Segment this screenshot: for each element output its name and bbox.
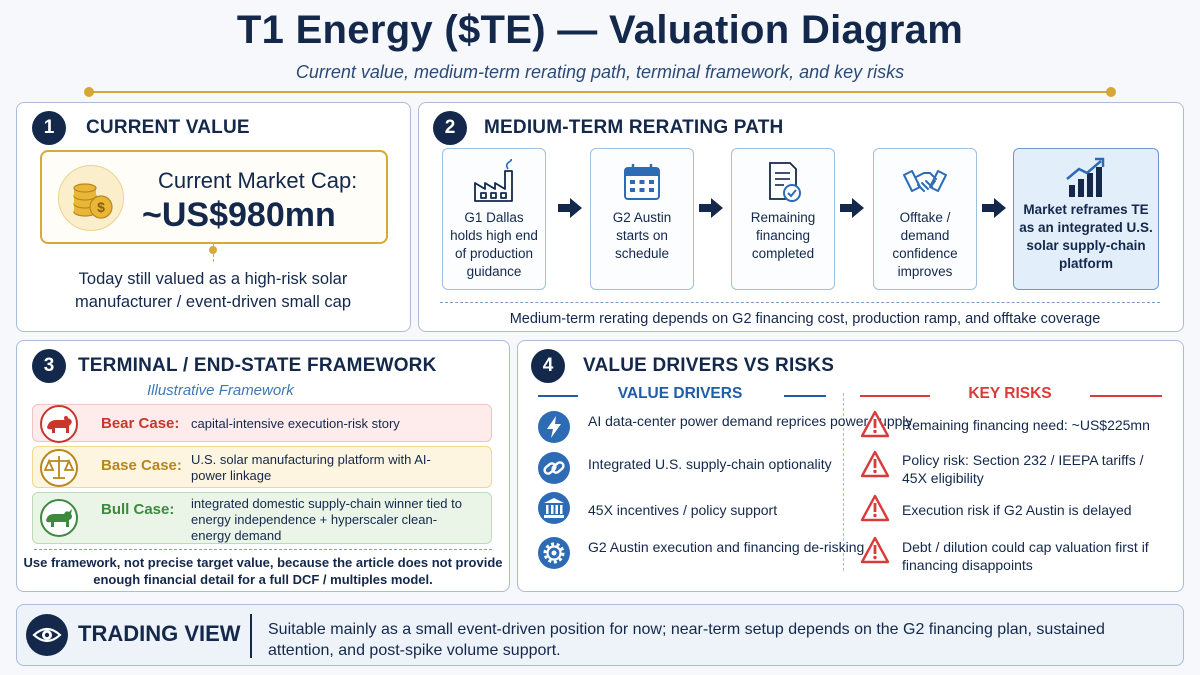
page-subtitle: Current value, medium-term rerating path… (295, 62, 905, 82)
case-description: capital-intensive execution-risk story (191, 416, 400, 431)
document-check-icon (769, 162, 801, 202)
rerating-note: Medium-term rerating depends on G2 finan… (509, 311, 1101, 327)
rerating-step: G1 Dallas holds high end of production g… (442, 148, 546, 290)
current-value-note: Today still valued as a high-risk solar … (74, 270, 352, 311)
warning-icon (860, 536, 890, 564)
risk-text: Debt / dilution could cap valuation firs… (902, 539, 1149, 573)
handshake-icon (903, 170, 947, 192)
heading-rule (538, 395, 578, 397)
framework-note: Use framework, not precise target value,… (23, 555, 503, 587)
arrow-right-icon (840, 198, 864, 218)
risks-heading: KEY RISKS (968, 385, 1052, 402)
market-cap-label: Current Market Cap: (158, 168, 358, 193)
step-label: Market reframes TE as an integrated U.S.… (1019, 202, 1153, 271)
risk-text: Policy risk: Section 232 / IEEPA tariffs… (902, 452, 1144, 486)
scales-icon (40, 449, 78, 487)
framework-subtitle: Illustrative Framework (147, 382, 294, 399)
arrow-right-icon (982, 198, 1006, 218)
rerating-step: Remaining financing completed (731, 148, 835, 290)
column-divider (843, 393, 844, 571)
driver-text: G2 Austin execution and financing de-ris… (588, 539, 865, 555)
trading-view-text: Suitable mainly as a small event-driven … (268, 621, 1105, 659)
base-case-row: Base Case: U.S. solar manufacturing plat… (32, 446, 492, 488)
case-label: Base Case: (101, 457, 182, 474)
driver-text: 45X incentives / policy support (588, 502, 778, 518)
market-cap-box: $ Current Market Cap: ~US$980mn (40, 150, 388, 244)
case-description: U.S. solar manufacturing platform with A… (191, 452, 431, 483)
divider-dot (1106, 87, 1116, 97)
gear-icon (538, 537, 570, 569)
arrow-right-icon (699, 198, 723, 218)
bar-chart-up-icon (1066, 157, 1105, 197)
divider (34, 549, 492, 550)
risk-text: Remaining financing need: ~US$225mn (902, 417, 1150, 433)
bull-case-row: Bull Case: integrated domestic supply-ch… (32, 492, 492, 544)
section-title: TERMINAL / END-STATE FRAMEWORK (78, 355, 437, 376)
driver-text: AI data-center power demand reprices pow… (588, 413, 913, 429)
bear-case-row: Bear Case: capital-intensive execution-r… (32, 404, 492, 443)
section-title: MEDIUM-TERM RERATING PATH (484, 117, 784, 138)
trading-view-panel (16, 604, 1184, 666)
section-number: 2 (433, 111, 467, 145)
heading-rule (784, 395, 826, 397)
rerating-step: Offtake / demand confidence improves (873, 148, 977, 290)
page-title: T1 Energy ($TE) — Valuation Diagram (236, 8, 964, 52)
warning-icon (860, 494, 890, 522)
section-title: CURRENT VALUE (86, 117, 250, 138)
bear-icon (40, 405, 78, 443)
case-label: Bear Case: (101, 415, 180, 432)
connector (209, 244, 217, 262)
drivers-heading: VALUE DRIVERS (617, 385, 743, 402)
case-description: integrated domestic supply-chain winner … (191, 496, 462, 543)
section-title: VALUE DRIVERS VS RISKS (583, 355, 835, 376)
divider (250, 614, 252, 658)
heading-rule (1090, 395, 1162, 397)
section-number: 4 (531, 349, 565, 383)
divider (440, 302, 1160, 303)
warning-icon (860, 450, 890, 478)
section-number: 1 (32, 111, 66, 145)
step-label: G1 Dallas holds high end of production g… (450, 210, 538, 279)
government-building-icon (538, 492, 570, 524)
calendar-icon (624, 164, 660, 200)
step-label: G2 Austin starts on schedule (612, 210, 672, 261)
title-divider (84, 87, 1116, 97)
svg-text:$: $ (97, 199, 105, 215)
lightning-icon (538, 411, 570, 443)
warning-icon (860, 410, 890, 438)
driver-text: Integrated U.S. supply-chain optionality (588, 456, 832, 472)
market-cap-value: ~US$980mn (142, 196, 336, 234)
divider-dot (84, 87, 94, 97)
eye-icon (26, 614, 68, 656)
case-label: Bull Case: (101, 501, 175, 518)
chain-link-icon (538, 452, 570, 484)
section-number: 3 (32, 349, 66, 383)
heading-rule (860, 395, 930, 397)
factory-icon (474, 159, 513, 202)
risk-text: Execution risk if G2 Austin is delayed (902, 502, 1132, 518)
rerating-step-final: Market reframes TE as an integrated U.S.… (1013, 148, 1159, 290)
trading-view-title: TRADING VIEW (78, 621, 241, 646)
step-label: Remaining financing completed (750, 210, 816, 261)
arrow-right-icon (558, 198, 582, 218)
drivers-risks-panel (517, 340, 1184, 592)
bull-icon (40, 499, 78, 537)
step-label: Offtake / demand confidence improves (892, 210, 958, 279)
coins-dollar-icon: $ (58, 165, 124, 231)
rerating-step: G2 Austin starts on schedule (590, 148, 694, 290)
